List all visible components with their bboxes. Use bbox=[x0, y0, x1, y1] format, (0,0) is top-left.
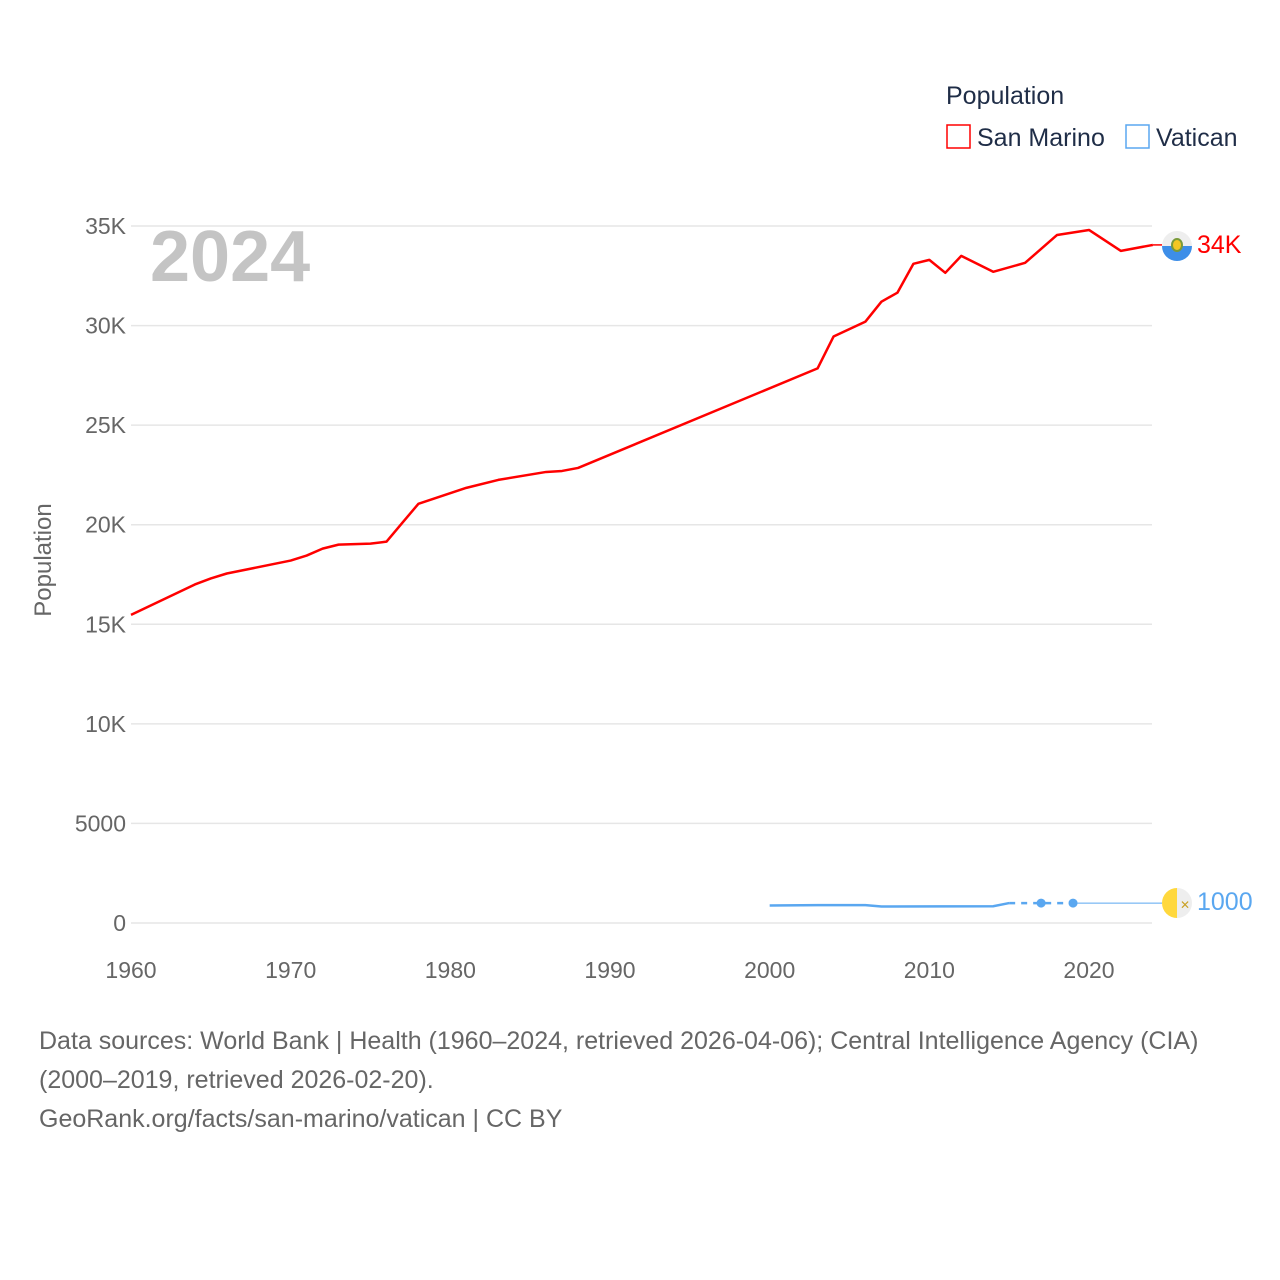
svg-text:✕: ✕ bbox=[1180, 898, 1190, 912]
population-chart: 0 5000 10K 15K 20K 25K 30K 35K 1960 1970 1980 1990 2… bbox=[30, 82, 1253, 983]
y-tick-label: 5000 bbox=[75, 810, 126, 836]
x-tick-label: 1970 bbox=[265, 957, 316, 983]
y-tick-label: 10K bbox=[85, 711, 127, 737]
y-tick-label: 0 bbox=[113, 910, 126, 936]
y-axis-label: Population bbox=[30, 503, 57, 616]
vatican-flag-icon: ✕ bbox=[1162, 888, 1192, 918]
year-watermark: 2024 bbox=[150, 217, 310, 297]
legend-swatch-vatican[interactable] bbox=[1125, 124, 1150, 149]
x-tick-label: 2020 bbox=[1063, 957, 1114, 983]
footer-attribution[interactable]: GeoRank.org/facts/san-marino/vatican | C… bbox=[39, 1105, 563, 1133]
vatican-point bbox=[1036, 898, 1046, 908]
footer-sources-cont: (2000–2019, retrieved 2026-02-20). bbox=[39, 1066, 434, 1094]
san-marino-flag-icon bbox=[1162, 231, 1192, 261]
vatican-line bbox=[769, 901, 1010, 908]
x-tick-label: 1980 bbox=[425, 957, 476, 983]
legend-label-vatican[interactable]: Vatican bbox=[1156, 124, 1238, 152]
y-tick-label: 25K bbox=[85, 412, 127, 438]
san-marino-line bbox=[130, 228, 1154, 617]
footer-sources: Data sources: World Bank | Health (1960–… bbox=[39, 1027, 1199, 1055]
legend-title: Population bbox=[946, 82, 1064, 110]
x-tick-label: 1960 bbox=[105, 957, 156, 983]
y-tick-label: 20K bbox=[85, 512, 127, 538]
legend-label-san-marino[interactable]: San Marino bbox=[977, 124, 1105, 152]
san-marino-end-label: 34K bbox=[1197, 231, 1242, 259]
vatican-end-label: 1000 bbox=[1197, 888, 1253, 916]
legend-swatch-san-marino[interactable] bbox=[946, 124, 971, 149]
y-tick-label: 30K bbox=[85, 313, 127, 339]
x-tick-label: 2000 bbox=[744, 957, 795, 983]
x-tick-label: 1990 bbox=[584, 957, 635, 983]
y-tick-label: 15K bbox=[85, 611, 127, 637]
y-tick-label: 35K bbox=[85, 213, 127, 239]
x-tick-label: 2010 bbox=[904, 957, 955, 983]
